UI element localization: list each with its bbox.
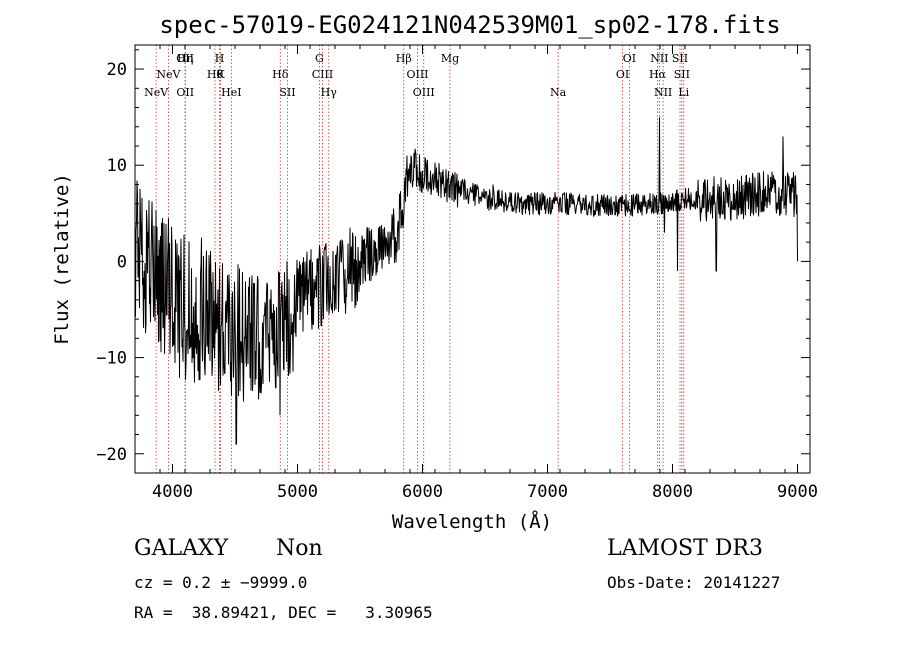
- line-label-26: Li: [678, 86, 689, 99]
- y-tick-label-1: −10: [96, 349, 127, 369]
- spectrum-line: [134, 117, 798, 445]
- line-label-14: Hβ: [396, 52, 412, 65]
- line-label-16: OIII: [413, 86, 435, 99]
- x-tick-label-0: 4000: [152, 482, 193, 502]
- obs-date: Obs-Date: 20141227: [607, 573, 781, 592]
- y-tick-label-2: 0: [117, 252, 127, 272]
- line-label-11: G: [315, 52, 324, 65]
- redshift-text: cz = 0.2 ± −9999.0: [134, 573, 308, 592]
- x-tick-label-2: 6000: [402, 482, 443, 502]
- emission-line-markers: [155, 45, 685, 473]
- y-tick-label-3: 10: [107, 156, 127, 176]
- line-label-21: Hα: [649, 68, 667, 81]
- line-label-0: NeV: [144, 86, 169, 99]
- line-label-13: Hγ: [321, 86, 338, 99]
- line-label-5: OII: [176, 86, 194, 99]
- line-label-8: HeI: [221, 86, 241, 99]
- line-label-6: H: [215, 52, 225, 65]
- line-label-24: SII: [672, 52, 688, 65]
- y-tick-label-0: −20: [96, 445, 127, 465]
- line-label-2: Hη: [177, 52, 193, 65]
- line-label-22: NII: [650, 52, 668, 65]
- line-label-4: Hθ: [207, 68, 224, 81]
- object-class: GALAXY: [134, 536, 229, 561]
- line-label-9: Hδ: [272, 68, 289, 81]
- line-label-18: Na: [550, 86, 567, 99]
- line-label-3: OII: [176, 52, 194, 65]
- line-label-25: SII: [674, 68, 690, 81]
- line-label-10: SII: [279, 86, 295, 99]
- plot-frame: [134, 44, 811, 474]
- y-axis-label: Flux (relative): [51, 173, 73, 345]
- emission-line-labels: NeVNeVHηOIIHθOIIHKHeIHδSIIGCIIIHγHβOIIIO…: [144, 52, 690, 99]
- line-label-19: OI: [616, 68, 629, 81]
- object-subclass: Non: [276, 536, 323, 561]
- y-axis-ticks: −20 −10 0 10 20: [96, 49, 810, 474]
- x-axis-ticks: 4000 5000 6000 7000 8000 9000: [134, 45, 818, 502]
- survey-name: LAMOST DR3: [607, 536, 763, 561]
- line-label-7: K: [216, 68, 225, 81]
- x-tick-label-4: 8000: [652, 482, 693, 502]
- line-label-23: NII: [654, 86, 672, 99]
- y-tick-label-4: 20: [107, 60, 127, 80]
- line-label-1: NeV: [156, 68, 181, 81]
- x-tick-label-5: 9000: [777, 482, 818, 502]
- line-label-20: OI: [623, 52, 636, 65]
- x-tick-label-3: 7000: [527, 482, 568, 502]
- line-label-15: OIII: [406, 68, 428, 81]
- line-label-12: CIII: [312, 68, 333, 81]
- x-tick-label-1: 5000: [277, 482, 318, 502]
- coordinates: RA = 38.89421, DEC = 3.30965: [134, 603, 433, 622]
- chart-title: spec-57019-EG024121N042539M01_sp02-178.f…: [159, 11, 780, 39]
- x-axis-label: Wavelength (Å): [392, 510, 552, 533]
- line-label-17: Mg: [441, 52, 459, 65]
